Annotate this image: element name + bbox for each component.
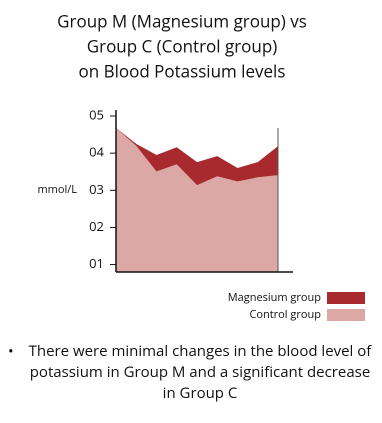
legend-label: Control group <box>249 307 321 322</box>
area <box>116 127 278 272</box>
chart-title: Group C (Control group) <box>87 35 277 58</box>
y-tick-label: 01 <box>89 254 104 272</box>
y-tick-label: 02 <box>89 217 104 235</box>
y-tick-label: 03 <box>89 180 104 198</box>
legend-swatch <box>327 292 365 304</box>
note: • There were minimal changes in the blood… <box>8 341 376 404</box>
chart-title: on Blood Potassium levels <box>79 60 286 83</box>
note-text: There were minimal changes in the blood … <box>28 341 372 403</box>
y-tick-label: 05 <box>89 106 104 124</box>
y-axis-label: mmol/L <box>37 182 77 197</box>
legend-swatch <box>327 309 365 321</box>
legend-label: Magnesium group <box>228 290 322 305</box>
plot-area <box>116 127 278 272</box>
chart-title: Group M (Magnesium group) vs <box>57 10 307 33</box>
bullet: • <box>8 341 14 361</box>
y-tick-label: 04 <box>89 143 104 161</box>
